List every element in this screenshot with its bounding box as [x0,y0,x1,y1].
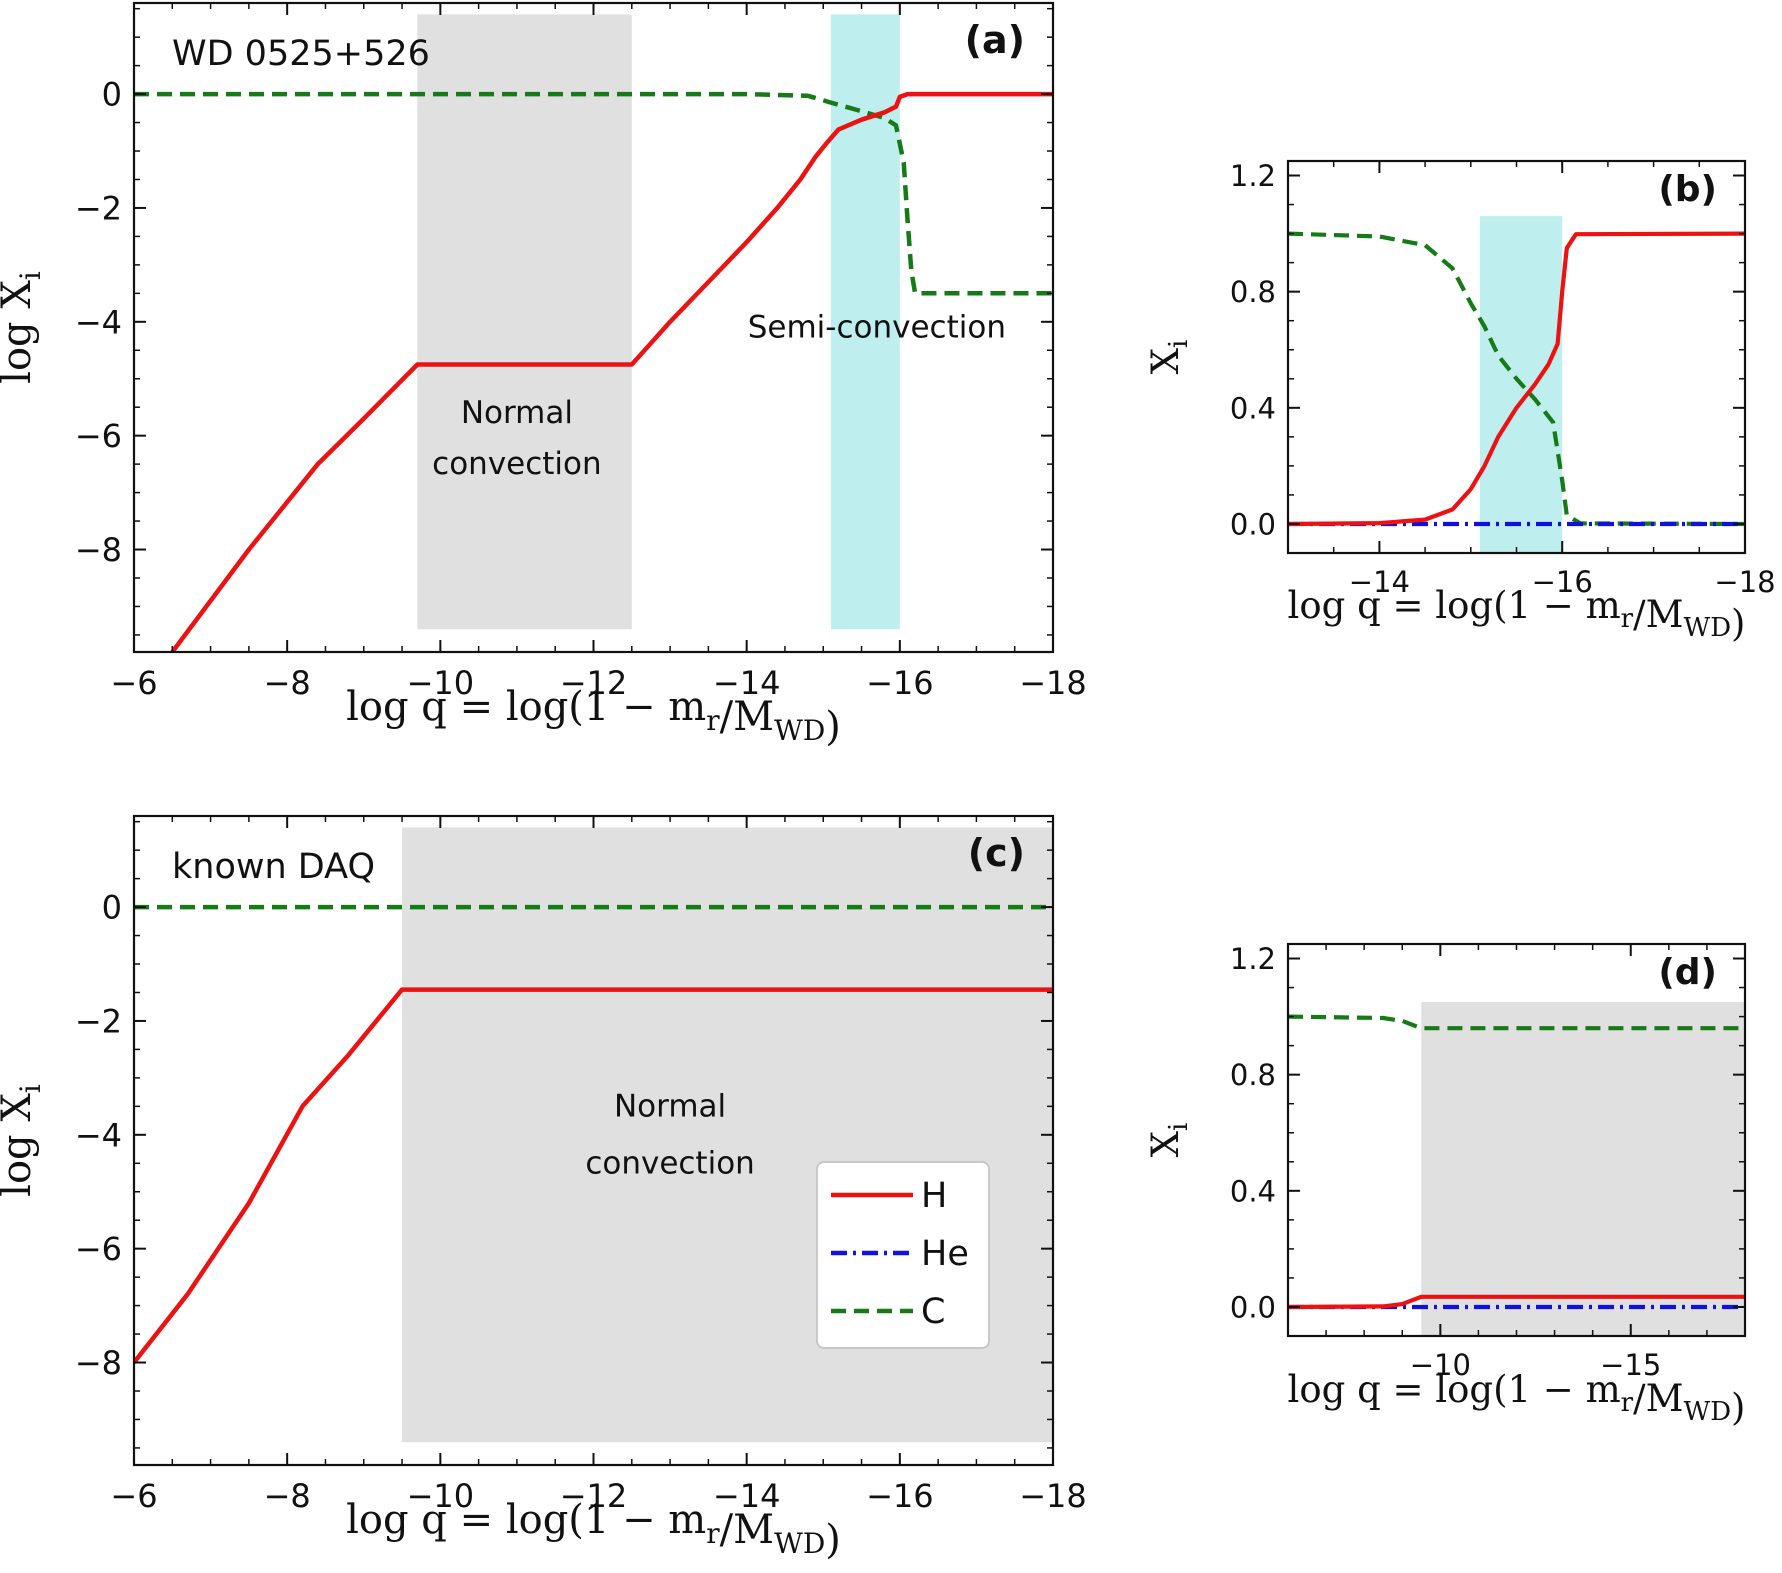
y-tick-label: 0.8 [1230,275,1276,309]
y-axis-label: log Xi [0,271,47,384]
x-tick-label: −16 [866,664,934,702]
y-axis-label: log Xi [0,1084,47,1197]
normal-convection-region [1421,1002,1745,1336]
panel-tag: (b) [1658,169,1717,210]
series-line-c [1288,231,1745,527]
region-label: Semi-convection [748,310,1006,346]
series-line-h [170,91,1053,652]
y-tick-label: 0.8 [1230,1058,1276,1092]
series-line-h [1288,231,1745,527]
panel-b: −14 −16 −18 0.0 0.4 0.8 1.2 log q = log(1 − mr/… [1144,159,1776,645]
y-axis-label: Xi [1144,340,1194,375]
y-tick-label: 1.2 [1230,942,1276,976]
y-axis-label: Xi [1144,1123,1194,1158]
region-label: convection [585,1145,755,1181]
x-tick-label: −10 [1410,1348,1471,1382]
normal-convection-region [402,827,1053,1443]
y-tick-label: 0.0 [1230,507,1276,541]
x-axis-label: log q = log(1 − mr/MWD) [346,684,841,750]
series-line-h [1288,1294,1745,1310]
x-tick-label: −12 [560,1477,628,1515]
panel-annotation: known DAQ [172,847,375,887]
x-tick-label: −18 [1714,565,1775,599]
x-tick-label: −12 [560,664,628,702]
series-line-h [134,987,1053,1364]
y-tick-label: −4 [75,1116,122,1154]
series-line-c [1288,1014,1745,1031]
x-tick-label: −16 [866,1477,934,1515]
y-tick-label: −6 [75,417,122,455]
panel-tag: (d) [1658,952,1717,993]
x-tick-label: −6 [110,1477,157,1515]
region-label: Normal [461,395,573,431]
y-tick-label: −8 [75,531,122,569]
legend-label-he: He [921,1234,969,1274]
x-axis-label: log q = log(1 − mr/MWD) [1288,1368,1746,1429]
normal-convection-region [417,14,632,630]
y-tick-label: 0.0 [1230,1290,1276,1324]
x-tick-label: −14 [1349,565,1410,599]
region-label: Normal [614,1088,726,1124]
x-tick-label: −18 [1019,664,1087,702]
y-tick-label: −6 [75,1230,122,1268]
y-tick-label: −8 [75,1344,122,1382]
y-tick-label: 0.4 [1230,391,1276,425]
x-tick-label: −18 [1019,1477,1087,1515]
x-tick-label: −10 [407,1477,475,1515]
x-tick-label: −14 [713,1477,781,1515]
x-tick-label: −14 [713,664,781,702]
y-tick-label: 1.2 [1230,159,1276,193]
x-tick-label: −8 [264,1477,311,1515]
y-tick-label: 0 [102,889,122,927]
x-tick-label: −8 [264,664,311,702]
panel-annotation: WD 0525+526 [172,34,430,74]
panel-tag: (c) [968,831,1025,875]
legend-label-c: C [921,1292,945,1332]
x-tick-label: −6 [110,664,157,702]
y-tick-label: −4 [75,303,122,341]
x-tick-label: −16 [1532,565,1593,599]
panel-d: −10 −15 0.0 0.4 0.8 1.2 log q = log(1 − mr/MWD… [1144,942,1747,1429]
x-axis-label: log q = log(1 − mr/MWD) [1288,584,1746,645]
legend: H He C [816,1161,990,1349]
y-tick-label: −2 [75,1002,122,1040]
y-tick-label: −2 [75,189,122,227]
y-tick-label: 0 [102,76,122,114]
panel-a: Normal convection Semi-convection −6 −8 −10 −1… [0,1,1087,750]
series-line-c [134,91,1053,296]
x-axis-label: log q = log(1 − mr/MWD) [346,1497,841,1563]
x-tick-label: −15 [1600,1348,1661,1382]
legend-label-h: H [921,1176,947,1216]
region-label: convection [432,446,602,482]
panel-tag: (a) [965,18,1025,62]
x-tick-label: −10 [407,664,475,702]
y-tick-label: 0.4 [1230,1174,1276,1208]
